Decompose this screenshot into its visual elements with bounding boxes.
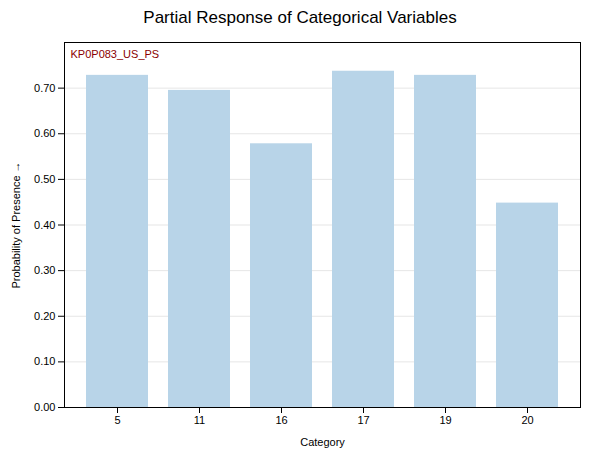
svg-text:Probability of Presence →: Probability of Presence → — [10, 161, 22, 288]
svg-text:0.60: 0.60 — [34, 127, 55, 139]
svg-text:0.30: 0.30 — [34, 264, 55, 276]
svg-text:0.50: 0.50 — [34, 173, 55, 185]
svg-text:Category: Category — [300, 436, 345, 448]
svg-text:0.70: 0.70 — [34, 82, 55, 94]
svg-text:0.10: 0.10 — [34, 355, 55, 367]
svg-text:0.00: 0.00 — [34, 401, 55, 413]
svg-text:17: 17 — [357, 414, 369, 426]
svg-text:11: 11 — [194, 414, 205, 426]
svg-text:KP0P083_US_PS: KP0P083_US_PS — [71, 48, 160, 60]
svg-text:5: 5 — [114, 414, 120, 426]
svg-text:16: 16 — [275, 414, 287, 426]
html-text:Partial Response of Categorica: Partial Response of Categorical Variable… — [143, 8, 457, 27]
svg-text:20: 20 — [521, 414, 533, 426]
svg-text:0.20: 0.20 — [34, 310, 55, 322]
svg-text:19: 19 — [439, 414, 451, 426]
svg-text:0.40: 0.40 — [34, 219, 55, 231]
